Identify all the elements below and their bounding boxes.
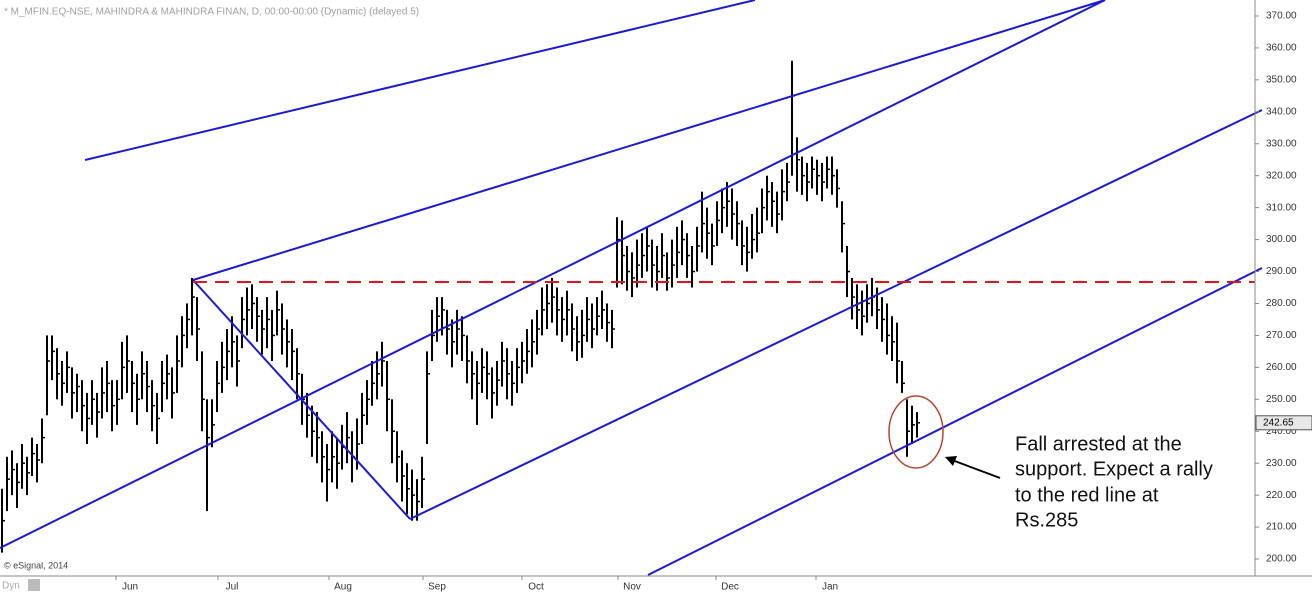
x-tick-label: Aug (334, 582, 352, 593)
credit: © eSignal, 2014 (4, 560, 68, 570)
last-price-box (1255, 415, 1312, 431)
arrow-head (945, 456, 957, 466)
y-tick-label: 280.00 (1266, 298, 1297, 309)
x-tick-label: Jun (122, 582, 138, 593)
x-tick-label: Jul (226, 582, 239, 593)
y-tick-label: 230.00 (1266, 458, 1297, 469)
y-tick-label: 370.00 (1266, 11, 1297, 22)
y-tick-label: 360.00 (1266, 43, 1297, 54)
x-tick-label: Jan (822, 582, 838, 593)
y-tick-label: 260.00 (1266, 362, 1297, 373)
chart-title: * M_MFIN.EQ-NSE, MAHINDRA & MAHINDRA FIN… (4, 7, 419, 18)
y-tick-label: 220.00 (1266, 490, 1297, 501)
trend-line (647, 267, 1263, 576)
trend-line (192, 279, 411, 520)
highlight-circle (888, 395, 944, 469)
annotation: Fall arrested at the support. Expect a r… (1015, 433, 1213, 531)
x-tick-label: Sep (428, 582, 446, 593)
y-tick-label: 200.00 (1266, 554, 1297, 565)
footer: Dyn (2, 581, 20, 592)
last-price-label: 242.65 (1263, 417, 1294, 428)
arrow (951, 459, 1001, 479)
y-tick-label: 320.00 (1266, 170, 1297, 181)
annotation-line: Fall arrested at the (1015, 433, 1182, 455)
y-tick-label: 300.00 (1266, 234, 1297, 245)
icon (28, 579, 40, 591)
y-tick-label: 240.00 (1266, 426, 1297, 437)
y-tick-label: 340.00 (1266, 106, 1297, 117)
y-tick-label: 270.00 (1266, 330, 1297, 341)
y-tick-label: 330.00 (1266, 138, 1297, 149)
y-tick-label: 350.00 (1266, 75, 1297, 86)
trend-line (0, 0, 1106, 549)
trend-line (84, 0, 756, 161)
trend-line (192, 0, 1106, 281)
x-tick-label: Dec (721, 582, 739, 593)
y-tick-label: 290.00 (1266, 266, 1297, 277)
y-tick-label: 210.00 (1266, 522, 1297, 533)
annotation-line: to the red line at (1015, 484, 1159, 506)
y-tick-label: 310.00 (1266, 202, 1297, 213)
y-tick-label: 250.00 (1266, 394, 1297, 405)
annotation-line: Rs.285 (1015, 509, 1078, 531)
annotation-line: support. Expect a rally (1015, 458, 1213, 480)
x-tick-label: Nov (623, 582, 641, 593)
x-tick-label: Oct (528, 582, 544, 593)
trend-line (409, 109, 1263, 520)
